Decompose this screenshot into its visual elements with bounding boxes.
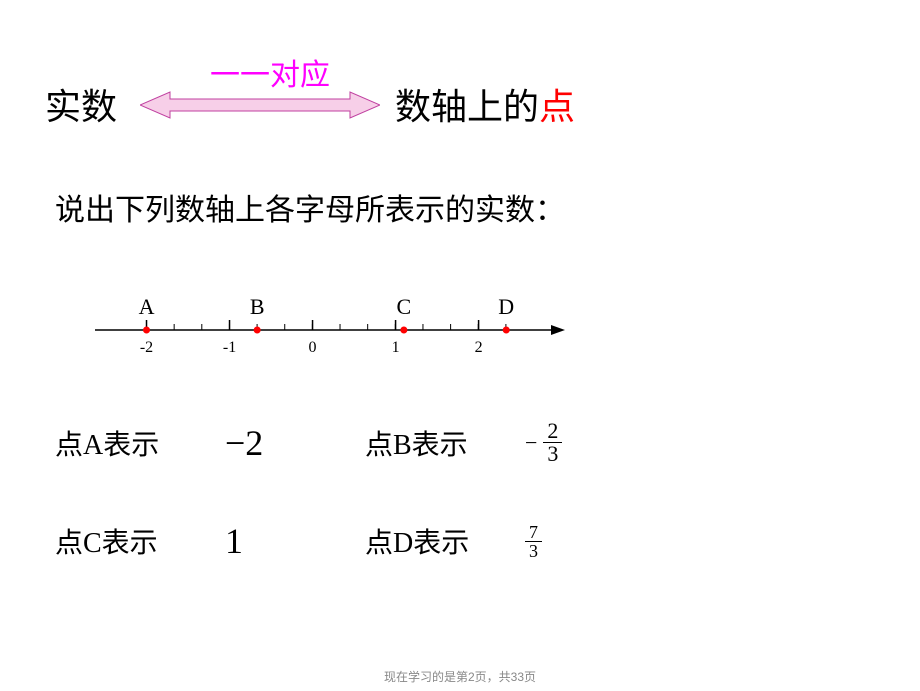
answers-block: 点A表示 −2 点B表示 − 2 3 点C表示 1 点D表示 7 3	[55, 420, 855, 617]
number-line: -2 -1 0 1 2 A B C D	[95, 285, 565, 365]
numberline-prefix: 数轴上的	[395, 87, 539, 127]
instruction-text: 说出下列数轴上各字母所表示的实数：	[55, 185, 565, 229]
svg-text:C: C	[397, 294, 412, 319]
answer-b-value: − 2 3	[525, 420, 562, 465]
answer-b-label: 点B表示	[365, 423, 525, 463]
answer-row-c: 点C表示 1 点D表示 7 3	[55, 520, 855, 562]
minus-sign: −	[525, 430, 537, 456]
svg-text:B: B	[250, 294, 265, 319]
svg-text:1: 1	[392, 339, 400, 356]
answer-c-label: 点C表示	[55, 521, 225, 561]
point-word: 点	[539, 87, 575, 127]
correspondence-label: 一一对应	[210, 50, 330, 94]
answer-d-value: 7 3	[525, 523, 542, 560]
answer-d-label: 点D表示	[365, 521, 525, 561]
answer-c-value: 1	[225, 520, 365, 562]
frac-d-num: 7	[525, 523, 542, 542]
frac-b-den: 3	[543, 443, 562, 465]
svg-text:D: D	[498, 294, 514, 319]
svg-text:-1: -1	[223, 339, 236, 356]
answer-row-a: 点A表示 −2 点B表示 − 2 3	[55, 420, 855, 465]
header-row: 实数 一一对应 数轴上的点	[0, 58, 920, 138]
svg-text:A: A	[139, 294, 155, 319]
frac-b-num: 2	[543, 420, 562, 443]
answer-a-label: 点A表示	[55, 423, 225, 463]
answer-a-value: −2	[225, 422, 365, 464]
svg-text:0: 0	[309, 339, 317, 356]
page-footer: 现在学习的是第2页，共33页	[0, 668, 920, 685]
double-arrow	[140, 90, 380, 120]
numberline-point-label: 数轴上的点	[395, 78, 575, 130]
real-number-label: 实数	[45, 78, 117, 130]
frac-d-den: 3	[525, 542, 542, 560]
svg-text:-2: -2	[140, 339, 153, 356]
svg-text:2: 2	[475, 339, 483, 356]
